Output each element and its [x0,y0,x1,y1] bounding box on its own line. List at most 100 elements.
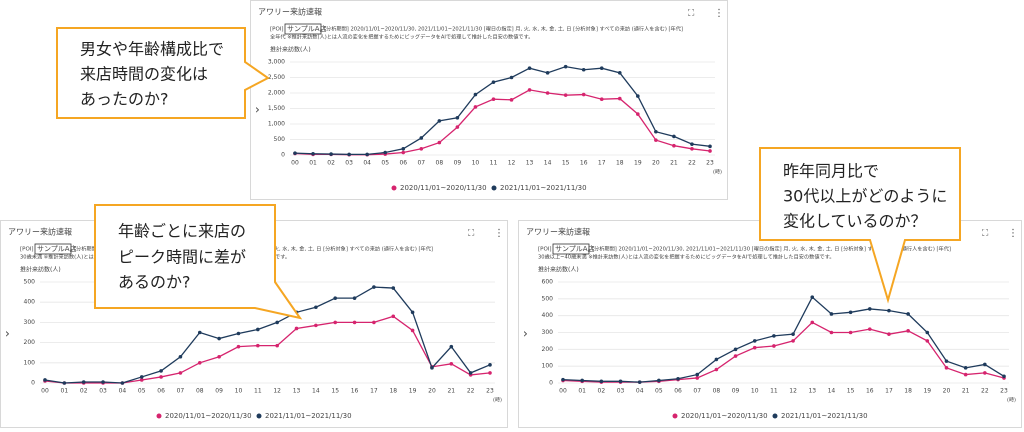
callout-text: 来店時間の変化は [80,65,208,84]
x-tick-label: 18 [389,388,397,395]
legend-label: 2020/11/01~2020/11/30 [165,412,252,420]
panel: アワリー来訪速報 ⛶ ⋮ › [POI]サンプルA店[分析期間] 2020/11/01~… [518,220,1022,428]
side-arrow[interactable]: › [255,103,260,117]
data-point [617,71,622,75]
data-point [293,151,297,155]
x-tick-label: 15 [562,160,570,167]
y-tick-label: 400 [24,299,36,306]
data-point [410,310,415,315]
x-tick-label: 19 [923,388,931,395]
data-point [401,150,406,155]
data-point [599,97,604,101]
data-point [256,327,260,332]
data-point [256,343,260,348]
data-point [391,314,396,319]
side-arrow[interactable]: › [5,327,10,341]
callout-text: あったのか? [80,90,169,109]
data-point [139,375,144,379]
data-point [437,119,442,123]
y-tick-label: 200 [542,346,554,353]
x-tick-label: 14 [544,160,552,167]
y-tick-label: 100 [542,363,554,370]
data-point [617,96,622,101]
data-point [372,285,376,289]
x-tick-label: 01 [61,388,69,395]
data-point [545,71,550,75]
x-tick-label: 19 [409,388,417,395]
x-tick-label: 22 [688,160,696,167]
x-tick-label: 05 [138,388,146,395]
menu-icon[interactable]: ⋮ [494,228,504,239]
data-point [236,331,241,336]
x-tick-label: 21 [962,388,970,395]
store-name: サンプルA店 [37,244,77,253]
x-tick-label: 23 [1000,388,1008,395]
data-point [294,326,299,331]
expand-icon[interactable]: ⛶ [687,8,695,19]
x-tick-label: 21 [447,388,455,395]
data-point [401,147,406,151]
legend-marker [391,185,397,191]
data-point [636,112,640,116]
x-tick-label: 09 [732,388,740,395]
legend-marker [672,413,678,419]
x-tick-label: 04 [363,160,371,167]
data-point [695,372,700,377]
callout-text: ピーク時間に差が [118,248,246,267]
x-tick-label: 15 [331,388,339,395]
data-point [733,354,738,358]
callout: 年齢ごとに来店の ピーク時間に差が あるのか? [94,204,303,320]
x-tick-label: 04 [636,388,644,395]
data-point [618,379,623,384]
data-point [772,334,776,338]
y-tick-label: 300 [24,319,36,326]
y-tick-label: 1,000 [268,121,285,128]
data-point [810,295,815,299]
expand-icon[interactable]: ⛶ [467,228,475,239]
x-tick-label: 12 [508,160,516,167]
data-point [437,140,442,145]
expand-icon[interactable]: ⛶ [981,228,989,239]
data-point [333,296,338,300]
callout: 男女や年齢構成比で 来店時間の変化は あったのか? [56,27,270,119]
panel-title: アワリー来訪速報 [258,7,322,17]
data-point [810,320,815,325]
x-tick-label: 16 [351,388,359,395]
x-tick-label: 18 [616,160,624,167]
data-point [714,367,719,372]
data-point [527,88,532,92]
y-tick-label: 500 [274,136,286,143]
description: 30歳以上~40歳未満 ※推計来訪数(人)とは人流の変化を把握するためにビッグデ… [538,253,835,261]
menu-icon[interactable]: ⋮ [714,8,724,19]
x-tick-label: 02 [80,388,88,395]
data-point [365,152,369,157]
x-tick-label: 03 [99,388,107,395]
y-tick-label: 300 [542,329,554,336]
x-tick-label: 12 [273,388,281,395]
x-tick-label: 17 [885,388,893,395]
legend-marker [491,185,497,191]
menu-icon[interactable]: ⋮ [1008,228,1018,239]
x-unit: (時) [493,398,502,404]
y-tick-label: 600 [542,279,554,286]
y-tick-label: 0 [31,380,35,387]
data-point [455,125,460,129]
callout-box [759,147,961,304]
legend-label: 2020/11/01~2020/11/30 [681,412,768,420]
x-tick-label: 07 [693,388,701,395]
description: 全年代 ※推計来訪数(人)とは人流の変化を把握するためにビッグデータをAIで処理… [270,33,533,41]
data-point [329,152,333,156]
data-point [944,366,949,370]
x-tick-label: 17 [598,160,606,167]
x-tick-label: 15 [847,388,855,395]
data-point [314,323,318,328]
side-arrow[interactable]: › [523,327,528,341]
data-point [197,330,202,335]
series-line [44,286,491,384]
data-point [217,354,221,359]
x-tick-label: 11 [254,388,262,395]
x-tick-label: 00 [291,160,299,167]
data-point [491,80,496,84]
data-point [829,330,834,335]
description: [分析期間] 2020/11/01~2020/11/30, 2021/11/01… [592,245,951,253]
